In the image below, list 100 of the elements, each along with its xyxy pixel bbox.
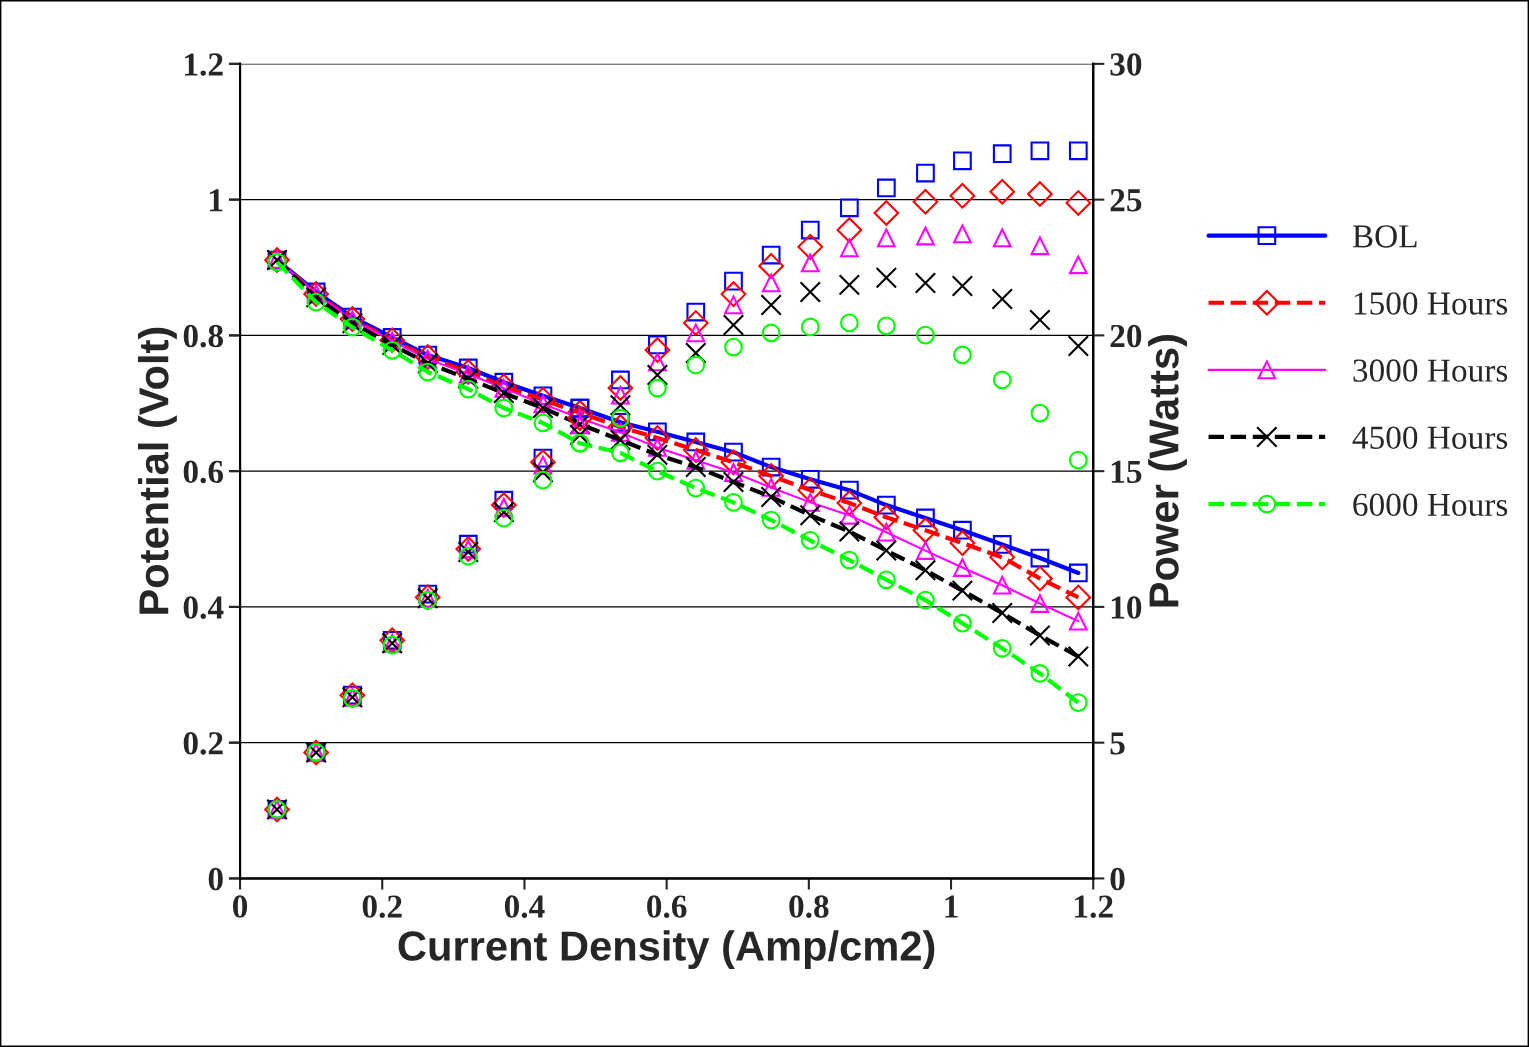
x-tick-label: 0.2 xyxy=(362,895,402,919)
point xyxy=(648,461,667,481)
point xyxy=(992,638,1012,658)
point xyxy=(1030,664,1050,683)
point xyxy=(1067,335,1090,357)
y-tick-label: 1.2 xyxy=(185,53,223,76)
point xyxy=(1065,584,1092,611)
point xyxy=(494,508,514,528)
point xyxy=(916,325,935,345)
point xyxy=(494,398,514,418)
point xyxy=(799,281,822,303)
point xyxy=(875,539,898,562)
point xyxy=(686,355,706,375)
point xyxy=(646,444,669,466)
point xyxy=(1065,190,1092,216)
point xyxy=(992,535,1012,554)
point xyxy=(953,613,972,633)
point xyxy=(991,288,1013,310)
point xyxy=(992,228,1012,248)
point xyxy=(800,220,820,240)
point xyxy=(799,504,822,527)
y-tick-label: 1 xyxy=(210,189,223,212)
y-tick-label: 0 xyxy=(208,867,223,891)
point xyxy=(992,144,1012,164)
y-tick-label: 0.6 xyxy=(183,460,224,484)
point xyxy=(839,238,859,258)
x-tick-label: 1.2 xyxy=(1075,895,1113,919)
y2-tick-label: 30 xyxy=(1110,53,1142,76)
point xyxy=(724,442,743,462)
point xyxy=(876,316,896,336)
point xyxy=(761,245,781,265)
point xyxy=(876,570,896,590)
x-tick-label: 0.4 xyxy=(504,895,545,919)
point xyxy=(722,471,745,493)
point xyxy=(875,267,898,289)
point xyxy=(839,505,859,525)
point xyxy=(949,183,976,209)
y2-tick-label: 20 xyxy=(1110,324,1142,348)
point xyxy=(1029,309,1051,331)
y2-axis-title: Power (Watts) xyxy=(1148,335,1187,607)
y2-tick-label: 25 xyxy=(1110,189,1142,212)
point xyxy=(873,200,900,226)
legend-label: 3000 Hours xyxy=(1353,359,1508,382)
point xyxy=(916,541,935,560)
point xyxy=(761,478,781,497)
point xyxy=(992,575,1012,595)
point xyxy=(1068,611,1088,631)
point xyxy=(839,550,859,570)
point xyxy=(569,424,591,446)
point xyxy=(989,178,1016,205)
point xyxy=(493,382,515,404)
point xyxy=(455,359,482,385)
point xyxy=(1029,624,1051,647)
point xyxy=(953,345,972,365)
point xyxy=(646,364,669,386)
point xyxy=(1068,141,1088,161)
point xyxy=(648,352,667,372)
point xyxy=(912,188,939,215)
point xyxy=(761,323,781,343)
point xyxy=(953,224,972,244)
point xyxy=(800,493,820,512)
point xyxy=(1027,181,1053,207)
legend-label: 1500 Hours xyxy=(1354,292,1508,315)
point xyxy=(416,352,439,374)
point xyxy=(533,413,553,433)
point xyxy=(797,234,824,260)
point xyxy=(609,429,632,451)
point xyxy=(951,579,974,602)
y2-tick-label: 15 xyxy=(1111,460,1142,484)
point xyxy=(953,151,972,171)
y-tick-label: 0.8 xyxy=(183,324,223,348)
point xyxy=(609,394,632,416)
point xyxy=(1030,548,1050,568)
point xyxy=(648,378,667,398)
y-tick-label: 0.4 xyxy=(183,596,224,619)
point xyxy=(724,493,743,512)
legend-label: BOL xyxy=(1352,225,1417,248)
point xyxy=(916,508,935,528)
point xyxy=(991,602,1013,624)
point xyxy=(758,463,784,489)
point xyxy=(644,337,671,363)
point xyxy=(838,520,861,543)
point xyxy=(1068,255,1088,275)
point xyxy=(758,253,784,279)
point xyxy=(760,486,782,508)
point xyxy=(685,456,707,478)
y2-tick-label: 10 xyxy=(1111,596,1142,619)
point xyxy=(682,310,709,336)
point xyxy=(992,370,1012,390)
point xyxy=(953,520,972,540)
y2-tick-label: 0 xyxy=(1110,867,1125,891)
point xyxy=(491,373,517,400)
point xyxy=(458,379,478,399)
point xyxy=(607,414,634,440)
point xyxy=(836,490,863,516)
point xyxy=(916,590,935,610)
point xyxy=(797,477,824,503)
x-tick-label: 0 xyxy=(232,895,248,918)
point xyxy=(685,342,707,364)
point xyxy=(724,463,743,482)
